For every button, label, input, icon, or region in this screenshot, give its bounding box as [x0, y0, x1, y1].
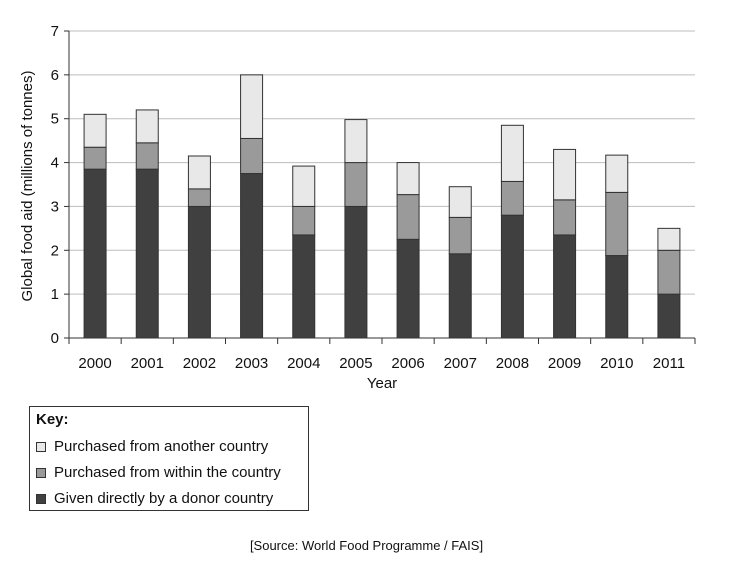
bar-segment [240, 74, 264, 139]
bar-segment [657, 249, 681, 295]
bar-segment [396, 162, 420, 196]
bar-segment [553, 148, 577, 201]
bar-segment [396, 238, 420, 339]
bar-segment [83, 113, 107, 148]
bar-segment [292, 165, 316, 207]
bar-segment [344, 162, 368, 207]
bar-segment [500, 214, 524, 339]
legend-swatch-within-country [36, 467, 46, 478]
x-tick-label: 2001 [131, 355, 164, 372]
bar-segment [83, 146, 107, 170]
x-tick-label: 2005 [339, 355, 372, 372]
y-tick-label: 3 [51, 198, 59, 215]
bar-segment [605, 154, 629, 193]
x-tick-label: 2004 [287, 355, 320, 372]
y-tick-label: 4 [51, 155, 59, 172]
bar-segment [83, 168, 107, 339]
bar-segment [240, 173, 264, 339]
bar-segment [657, 293, 681, 339]
bar-segment [448, 253, 472, 339]
y-tick-label: 2 [51, 242, 59, 259]
legend-item-within-country: Purchased from within the country [36, 464, 281, 481]
bar-segment [396, 194, 420, 240]
stacked-bar-chart: Global food aid (millions of tonnes) Yea… [19, 23, 696, 392]
y-tick-label: 1 [51, 286, 59, 303]
legend-label-within-country: Purchased from within the country [54, 464, 281, 481]
bar-segment [500, 180, 524, 216]
bar-segment [292, 205, 316, 236]
bar-segment [605, 255, 629, 339]
y-tick-label: 0 [51, 330, 59, 347]
bar-segment [605, 191, 629, 257]
bar-segment [135, 142, 159, 170]
y-axis-title: Global food aid (millions of tonnes) [19, 71, 36, 302]
bar-segment [240, 137, 264, 175]
x-tick-label: 2010 [600, 355, 633, 372]
bar-segment [187, 155, 211, 190]
bar-segment [187, 188, 211, 207]
x-axis-title: Year [367, 375, 397, 392]
bar-segment [448, 216, 472, 255]
legend-label-another-country: Purchased from another country [54, 438, 269, 455]
x-tick-label: 2007 [444, 355, 477, 372]
y-tick-label: 7 [51, 23, 59, 40]
bar-segment [292, 234, 316, 339]
x-tick-label: 2009 [548, 355, 581, 372]
bar-segment [657, 227, 681, 251]
y-tick-label: 5 [51, 111, 59, 128]
legend-item-donor-country: Given directly by a donor country [36, 490, 273, 507]
bar-segment [135, 109, 159, 144]
legend-title: Key: [36, 411, 69, 428]
legend-swatch-donor-country [36, 493, 46, 504]
bar-segment [344, 205, 368, 339]
x-tick-label: 2000 [78, 355, 111, 372]
bar-segment [187, 205, 211, 339]
bar-segment [500, 124, 524, 182]
bar-segment [553, 234, 577, 339]
x-tick-label: 2003 [235, 355, 268, 372]
bar-segment [135, 168, 159, 339]
x-tick-label: 2011 [653, 355, 685, 372]
x-tick-label: 2006 [391, 355, 424, 372]
legend-item-another-country: Purchased from another country [36, 438, 268, 455]
legend-swatch-another-country [36, 441, 46, 452]
bar-segment [344, 119, 368, 164]
x-tick-label: 2008 [496, 355, 529, 372]
legend: Key: Purchased from another country Purc… [29, 406, 309, 511]
bar-segment [448, 186, 472, 218]
y-tick-label: 6 [51, 67, 59, 84]
bar-segment [553, 199, 577, 236]
x-tick-label: 2002 [183, 355, 216, 372]
source-note: [Source: World Food Programme / FAIS] [249, 538, 484, 553]
legend-label-donor-country: Given directly by a donor country [54, 490, 274, 507]
